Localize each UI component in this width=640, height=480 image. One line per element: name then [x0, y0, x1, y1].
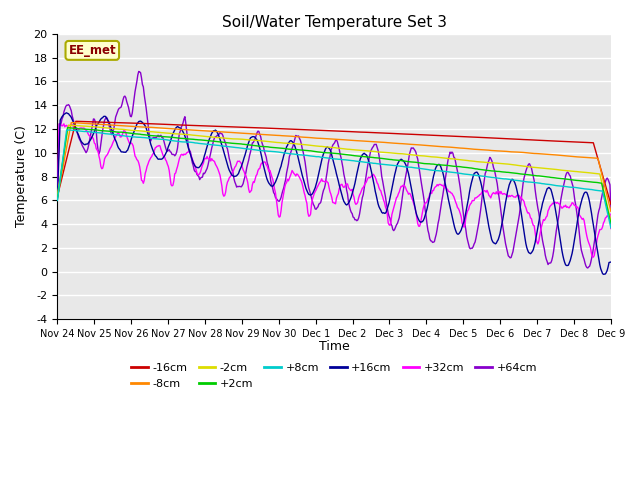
Legend: -16cm, -8cm, -2cm, +2cm, +8cm, +16cm, +32cm, +64cm: -16cm, -8cm, -2cm, +2cm, +8cm, +16cm, +3…: [127, 359, 541, 393]
Title: Soil/Water Temperature Set 3: Soil/Water Temperature Set 3: [221, 15, 447, 30]
X-axis label: Time: Time: [319, 340, 349, 353]
Y-axis label: Temperature (C): Temperature (C): [15, 126, 28, 228]
Text: EE_met: EE_met: [68, 44, 116, 57]
